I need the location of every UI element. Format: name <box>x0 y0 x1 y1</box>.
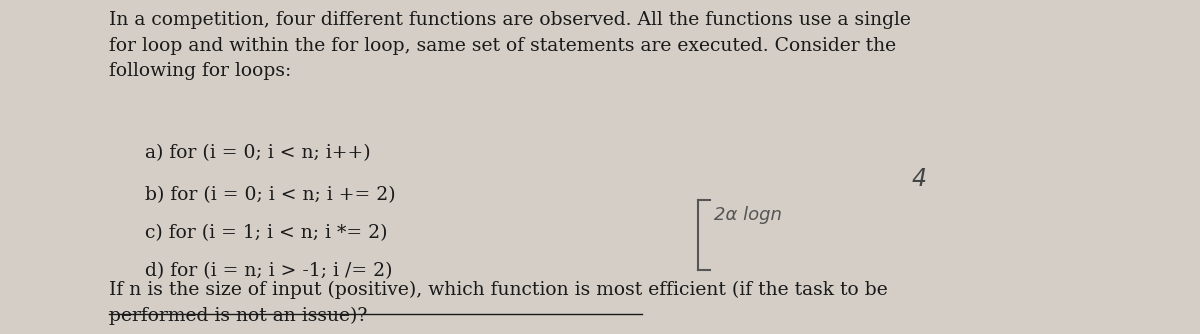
Text: 4: 4 <box>911 167 926 191</box>
Text: If n is the size of input (positive), which function is most efficient (if the t: If n is the size of input (positive), wh… <box>109 281 888 325</box>
Text: In a competition, four different functions are observed. All the functions use a: In a competition, four different functio… <box>109 11 911 80</box>
Text: c) for (i = 1; i < n; i *= 2): c) for (i = 1; i < n; i *= 2) <box>145 224 388 242</box>
Text: a) for (i = 0; i < n; i++): a) for (i = 0; i < n; i++) <box>145 144 371 162</box>
Text: d) for (i = n; i > -1; i /= 2): d) for (i = n; i > -1; i /= 2) <box>145 262 392 280</box>
Text: b) for (i = 0; i < n; i += 2): b) for (i = 0; i < n; i += 2) <box>145 186 396 204</box>
Text: 2α logn: 2α logn <box>714 206 781 224</box>
